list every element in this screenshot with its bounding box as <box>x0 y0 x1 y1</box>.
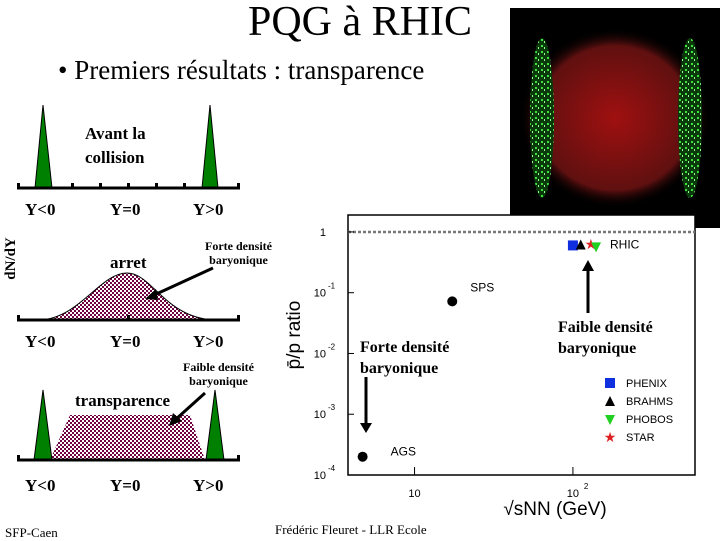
x-tick-exponent: 2 <box>584 482 589 491</box>
y-tick-label: 10 <box>314 288 326 300</box>
y-tick-exponent: -3 <box>328 403 336 412</box>
data-point-sps <box>447 296 458 307</box>
slide-title: PQG à RHIC <box>247 0 472 45</box>
collision-simulation-image <box>510 8 720 228</box>
data-point-phenix <box>567 240 578 251</box>
legend-label-phobos: PHOBOS <box>626 414 673 426</box>
x-tick-label: 10 <box>408 488 420 500</box>
y-positive-label: Y>0 <box>193 200 224 219</box>
footer-center: Frédéric Fleuret - LLR Ecole <box>275 522 427 537</box>
dndy-axis-label: dN/dY <box>2 237 19 280</box>
y-tick-label: 10 <box>314 348 326 360</box>
annotation-line: baryonique <box>360 360 439 377</box>
stopping-label: arret <box>110 253 147 272</box>
x-tick-label: 10 <box>567 488 579 500</box>
peak-left <box>34 104 53 189</box>
y-tick-label: 10 <box>314 409 326 421</box>
legend-marker-phenix <box>605 378 615 388</box>
legend-label-phenix: PHENIX <box>626 378 668 390</box>
peak-right <box>201 104 219 189</box>
panel-transparency <box>17 389 240 462</box>
data-point-phobos <box>591 242 602 253</box>
y-tick-exponent: -4 <box>328 464 336 473</box>
high-density-note: Forte densité baryonique <box>205 239 272 267</box>
arrow-up-head <box>582 260 594 271</box>
arrow <box>173 391 207 422</box>
gaussian-distribution <box>39 272 216 321</box>
data-point-brahms <box>575 239 586 250</box>
arrow <box>151 266 214 298</box>
peak-left <box>33 389 53 461</box>
collision-simulation-graphic <box>520 28 710 208</box>
plateau-distribution <box>50 415 205 460</box>
low-density-note: Faible densité baryonique <box>183 360 254 388</box>
data-point-ags <box>357 451 368 462</box>
point-label-sps: SPS <box>470 280 494 294</box>
footer-left: SFP-Caen <box>5 525 58 540</box>
y-negative-label: Y<0 <box>25 476 56 495</box>
pbar-p-ratio-chart: 110-110-210-310-410 102√sNN (GeV)p̄/p rat… <box>284 214 696 520</box>
legend-marker-phobos <box>605 415 615 425</box>
rapidity-diagram <box>17 104 240 462</box>
y-positive-label: Y>0 <box>193 476 224 495</box>
low-density-annotation: Faible densité baryonique <box>558 317 653 359</box>
plot-frame <box>347 214 696 476</box>
annotation-line: Forte densité <box>360 339 450 356</box>
y-negative-label: Y<0 <box>25 200 56 219</box>
before-collision-label: Avant la collision <box>85 122 146 170</box>
legend-label-star: STAR <box>626 432 655 444</box>
panel-stopping <box>17 266 240 322</box>
note-line: baryonique <box>209 253 268 267</box>
y-tick-label: 10 <box>314 470 326 482</box>
y-axis-label: p̄/p ratio <box>284 301 305 370</box>
panel-before-collision <box>17 104 240 190</box>
note-line: Faible densité <box>183 360 254 374</box>
x-axis-label: √sNN (GeV) <box>503 499 606 520</box>
y-zero-label: Y=0 <box>110 200 141 219</box>
point-label-rhic: RHIC <box>610 237 640 251</box>
y-tick-label: 1 <box>320 227 326 239</box>
label-line: Avant la <box>85 124 146 143</box>
arrow-down-head <box>360 423 372 433</box>
peak-right <box>205 389 225 461</box>
y-positive-label: Y>0 <box>193 332 224 351</box>
high-density-annotation: Forte densité baryonique <box>360 337 449 379</box>
y-negative-label: Y<0 <box>25 332 56 351</box>
annotation-line: baryonique <box>558 340 637 357</box>
y-tick-exponent: -1 <box>328 282 336 291</box>
y-tick-exponent: -2 <box>328 342 336 351</box>
legend-label-brahms: BRAHMS <box>626 396 673 408</box>
legend-marker-brahms <box>605 396 615 406</box>
bullet-point: • Premiers résultats : transparence <box>58 55 425 85</box>
point-label-ags: AGS <box>391 445 416 459</box>
y-zero-label: Y=0 <box>110 332 141 351</box>
legend-marker-star: ★ <box>604 429 617 445</box>
note-line: Forte densité <box>205 239 272 253</box>
y-zero-label: Y=0 <box>110 476 141 495</box>
transparency-label: transparence <box>75 391 171 410</box>
note-line: baryonique <box>189 374 248 388</box>
label-line: collision <box>85 148 145 167</box>
annotation-line: Faible densité <box>558 319 653 336</box>
